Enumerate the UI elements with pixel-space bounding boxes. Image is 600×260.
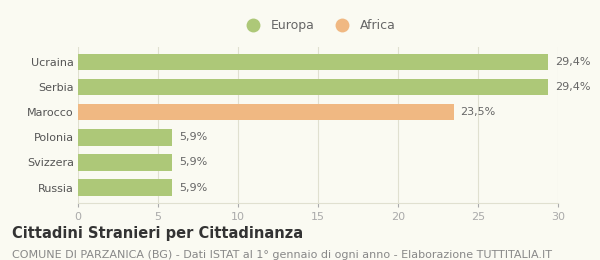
- Text: COMUNE DI PARZANICA (BG) - Dati ISTAT al 1° gennaio di ogni anno - Elaborazione : COMUNE DI PARZANICA (BG) - Dati ISTAT al…: [12, 250, 552, 259]
- Bar: [78, 104, 454, 120]
- Bar: [78, 54, 548, 70]
- Bar: [78, 79, 548, 95]
- Text: 29,4%: 29,4%: [555, 57, 590, 67]
- Legend: Europa, Africa: Europa, Africa: [236, 14, 400, 37]
- Bar: [78, 129, 172, 146]
- Bar: [78, 154, 172, 171]
- Text: 29,4%: 29,4%: [555, 82, 590, 92]
- Text: 5,9%: 5,9%: [179, 132, 207, 142]
- Text: 5,9%: 5,9%: [179, 183, 207, 193]
- Bar: [78, 179, 172, 196]
- Text: 23,5%: 23,5%: [460, 107, 496, 117]
- Text: 5,9%: 5,9%: [179, 158, 207, 167]
- Text: Cittadini Stranieri per Cittadinanza: Cittadini Stranieri per Cittadinanza: [12, 226, 303, 241]
